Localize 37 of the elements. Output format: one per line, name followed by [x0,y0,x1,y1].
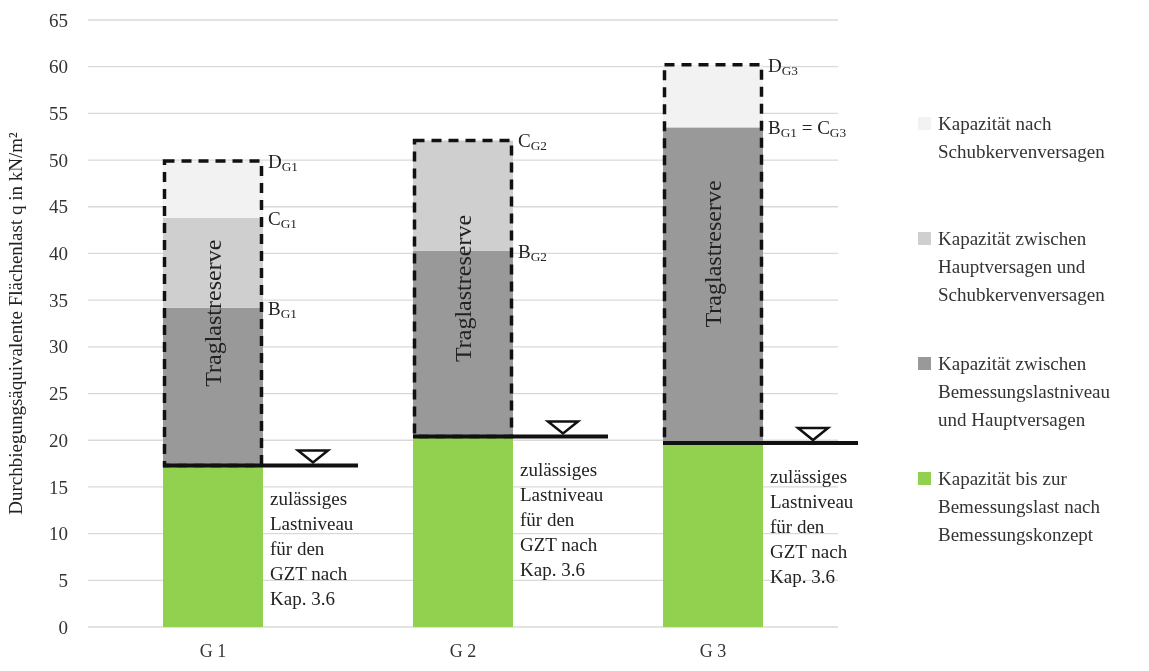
y-tick-label: 65 [49,9,68,31]
legend-label: Kapazität nach Schubkervenversagen [938,113,1106,162]
y-tick-label: 15 [49,476,68,498]
y-axis-title: Durchbiegungsäquivalente Flächenlast q in kN/m² [5,131,26,515]
y-tick-label: 30 [49,336,68,358]
y-tick-label: 20 [49,429,68,451]
y-tick-label: 40 [49,243,68,265]
y-tick-label: 55 [49,103,68,125]
legend-label: Kapazität bis zur Bemessungslast nach Bemessungskonzept [938,468,1101,545]
legend-label: Kapazität zwischen Bemessungslastniveau und Hauptversagen [938,353,1111,430]
x-tick-label: G 3 [699,641,727,661]
y-tick-label: 45 [49,196,68,218]
y-tick-label: 35 [49,289,68,311]
annotation: B$_{G2}$ [518,240,547,264]
y-tick-label: 60 [49,56,68,78]
annotation: B$_{G1}$ = C$_{G3}$ [768,117,847,141]
x-tick-label: G 1 [199,641,227,661]
annotation: C$_{G2}$ [518,130,547,154]
y-tick-label: 50 [49,149,68,171]
annotation: zulässiges Lastniveau für den GZT nach Kap. 3.6 [770,466,854,588]
annotation: D$_{G3}$ [768,54,799,79]
annotation: Traglastreserve [200,239,226,387]
annotation: zulässiges Lastniveau für den GZT nach Kap. 3.6 [270,488,354,610]
y-tick-label: 10 [49,523,68,545]
annotation: Traglastreserve [450,214,476,363]
y-tick-label: 25 [49,383,68,405]
annotation: C$_{G1}$ [268,207,297,232]
annotation: zulässiges Lastniveau für den GZT nach Kap. 3.6 [520,459,604,581]
annotation: Traglastreserve [700,180,726,328]
y-tick-label: 5 [58,569,68,591]
bar [163,161,263,218]
annotation: D$_{G1}$ [268,151,298,175]
bar [663,64,763,128]
x-tick-label: G 2 [449,641,477,661]
annotation: B$_{G1}$ [268,297,297,321]
legend-label: Kapazität zwischen Hauptversagen und Schubkervenversagen [938,228,1106,305]
y-tick-label: 0 [58,616,68,638]
